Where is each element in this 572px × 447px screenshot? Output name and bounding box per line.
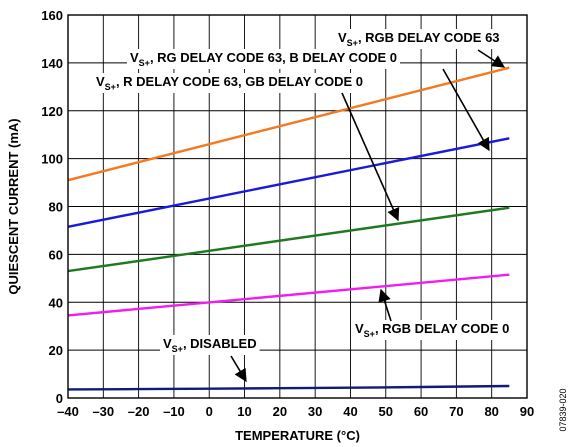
x-tick-label-3: –10	[163, 404, 185, 419]
plot-border	[67, 14, 528, 399]
y-axis-title: QUIESCENT CURRENT (mA)	[6, 118, 21, 294]
annotation-arrow-3	[378, 288, 392, 322]
y-tick-label-0: 0	[56, 391, 63, 406]
x-tick-label-13: 90	[520, 404, 534, 419]
x-tick-label-0: –40	[57, 404, 79, 419]
y-tick-label-8: 160	[41, 8, 63, 23]
x-tick-label-12: 80	[484, 404, 498, 419]
figure-id: 07839-020	[558, 388, 568, 431]
y-tick-label-1: 20	[49, 343, 63, 358]
annotation-label-1: VS+, RG DELAY CODE 63, B DELAY CODE 0	[130, 50, 397, 68]
annotation-bg-1	[127, 49, 401, 69]
series-line-2	[67, 206, 510, 273]
y-tick-label-3: 60	[49, 247, 63, 262]
x-tick-label-6: 20	[273, 404, 287, 419]
annotations: VS+, RGB DELAY CODE 63 VS+, RG DELAY CODE…	[93, 29, 513, 383]
annotation-label-0: VS+, RGB DELAY CODE 63	[338, 30, 500, 48]
y-tick-label-4: 80	[49, 200, 63, 215]
y-tick-label-7: 140	[41, 56, 63, 71]
x-tick-label-5: 10	[237, 404, 251, 419]
annotation-bg-2	[93, 73, 367, 93]
x-tick-labels: –40 –30 –20 –10 0 10 20 30 40 50 60 70 80 90	[57, 404, 534, 419]
annotation-label-3: VS+, RGB DELAY CODE 0	[355, 321, 509, 339]
annotation-arrow-4	[230, 355, 247, 383]
annotation-arrow-1	[442, 68, 490, 152]
x-tick-label-11: 70	[449, 404, 463, 419]
y-tick-label-5: 100	[41, 152, 63, 167]
annotation-bg-3	[352, 320, 513, 340]
grid	[68, 15, 527, 398]
annotation-arrow-0	[477, 49, 506, 68]
x-tick-label-10: 60	[414, 404, 428, 419]
x-tick-label-1: –30	[92, 404, 114, 419]
x-tick-label-7: 30	[308, 404, 322, 419]
series-line-0	[67, 66, 510, 182]
annotation-label-2: VS+, R DELAY CODE 63, GB DELAY CODE 0	[96, 74, 363, 92]
x-tick-label-2: –20	[128, 404, 150, 419]
y-tick-label-2: 40	[49, 295, 63, 310]
x-tick-label-4: 0	[206, 404, 213, 419]
series-layer	[67, 66, 510, 391]
y-tick-labels: 0 20 40 60 80 100 120 140 160	[41, 8, 63, 406]
series-line-1	[67, 137, 510, 228]
annotation-arrow-2	[341, 92, 400, 222]
annotation-label-4: VS+, DISABLED	[163, 336, 257, 354]
annotation-bg-4	[160, 335, 260, 355]
series-line-3	[67, 273, 510, 317]
x-tick-label-8: 40	[343, 404, 357, 419]
y-tick-label-6: 120	[41, 104, 63, 119]
x-tick-label-9: 50	[379, 404, 393, 419]
x-axis-title: TEMPERATURE (°C)	[235, 428, 360, 443]
annotation-bg-0	[335, 29, 503, 49]
series-line-4	[67, 384, 510, 391]
